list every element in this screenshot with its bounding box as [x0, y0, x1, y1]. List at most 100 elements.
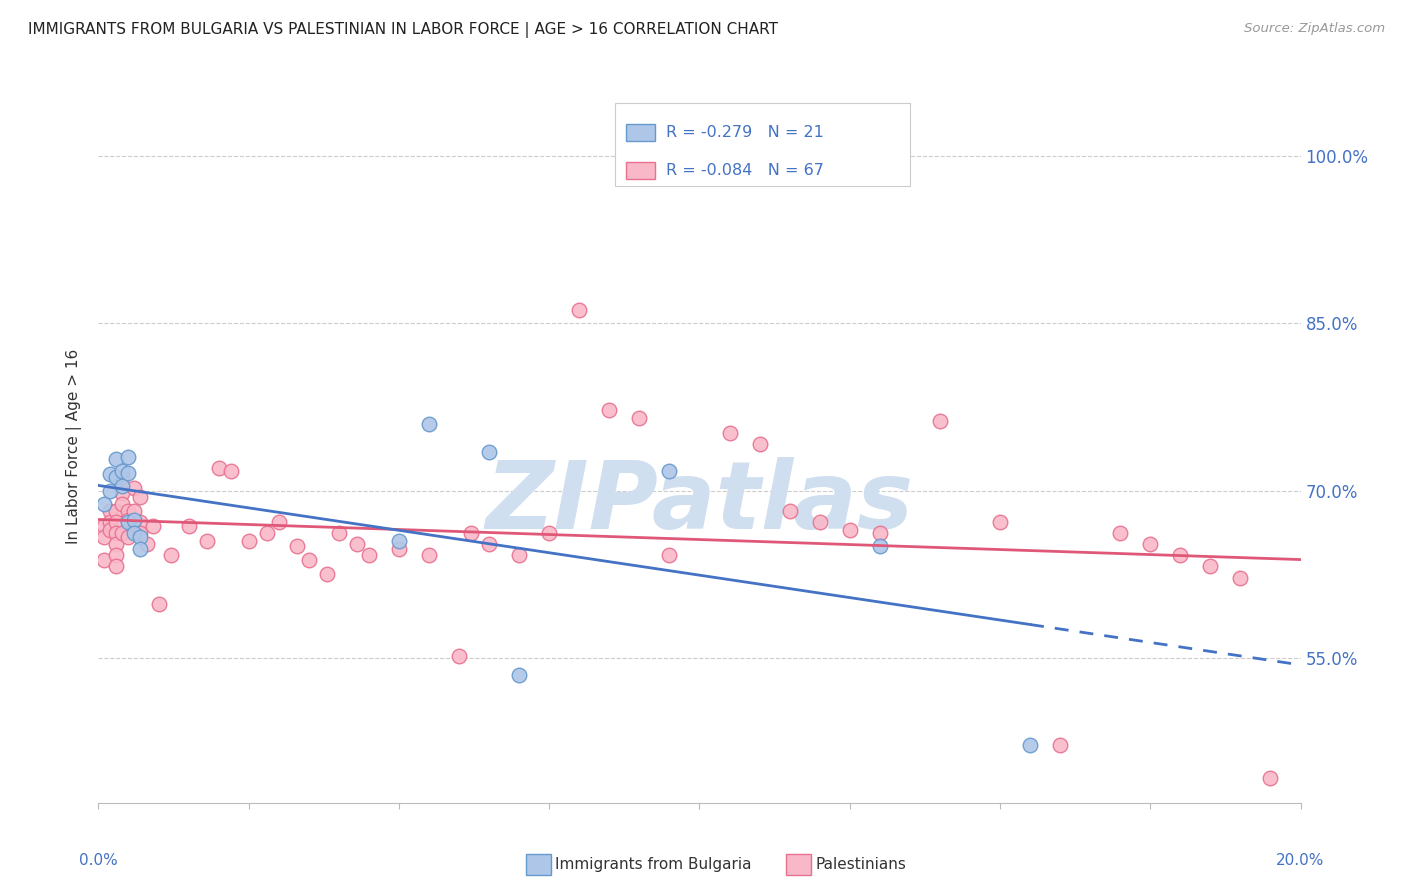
Point	[658, 464, 681, 478]
Point	[105, 537, 128, 551]
Point	[208, 461, 231, 475]
Point	[124, 503, 146, 517]
Point	[117, 513, 139, 527]
Point	[105, 559, 128, 574]
Point	[105, 452, 128, 467]
Text: 0.0%: 0.0%	[79, 853, 118, 868]
Point	[111, 479, 134, 493]
Point	[105, 503, 128, 517]
Point	[838, 523, 860, 537]
Text: R = -0.084   N = 67: R = -0.084 N = 67	[666, 163, 824, 178]
Point	[460, 526, 482, 541]
Point	[129, 515, 152, 529]
Point	[111, 486, 134, 500]
Point	[219, 464, 242, 478]
Text: Source: ZipAtlas.com: Source: ZipAtlas.com	[1244, 22, 1385, 36]
Point	[93, 553, 115, 567]
Point	[195, 533, 218, 548]
Point	[538, 526, 561, 541]
Point	[141, 519, 163, 533]
Point	[100, 483, 122, 498]
Text: Immigrants from Bulgaria: Immigrants from Bulgaria	[555, 857, 752, 871]
Point	[129, 541, 152, 556]
Point	[388, 541, 411, 556]
Point	[129, 491, 152, 505]
Point	[869, 539, 891, 553]
Point	[869, 526, 891, 541]
Point	[1260, 771, 1282, 786]
Point	[117, 450, 139, 465]
Text: R = -0.279   N = 21: R = -0.279 N = 21	[666, 125, 824, 140]
Point	[779, 503, 801, 517]
Text: Palestinians: Palestinians	[815, 857, 907, 871]
Point	[238, 533, 260, 548]
Point	[508, 667, 530, 681]
Point	[1019, 738, 1042, 752]
Point	[568, 303, 591, 318]
Point	[447, 648, 470, 663]
Point	[105, 548, 128, 563]
FancyBboxPatch shape	[626, 124, 655, 141]
Point	[285, 539, 308, 553]
Point	[346, 537, 368, 551]
Point	[100, 503, 122, 517]
Point	[1049, 738, 1071, 752]
Point	[105, 515, 128, 529]
Point	[929, 415, 952, 429]
Point	[111, 526, 134, 541]
Point	[93, 497, 115, 511]
Point	[1170, 548, 1192, 563]
Point	[100, 515, 122, 529]
Point	[988, 515, 1011, 529]
Point	[111, 464, 134, 478]
Point	[100, 467, 122, 481]
Point	[135, 537, 157, 551]
Point	[328, 526, 350, 541]
Text: 20.0%: 20.0%	[1277, 853, 1324, 868]
Point	[418, 417, 440, 431]
Point	[117, 466, 139, 480]
Point	[111, 497, 134, 511]
Point	[1229, 571, 1251, 585]
Point	[159, 548, 181, 563]
FancyBboxPatch shape	[616, 103, 910, 186]
Point	[808, 515, 831, 529]
FancyBboxPatch shape	[626, 162, 655, 179]
Point	[124, 513, 146, 527]
Text: ZIPatlas: ZIPatlas	[485, 457, 914, 549]
Point	[256, 526, 278, 541]
Point	[117, 531, 139, 545]
Point	[117, 515, 139, 529]
Point	[100, 523, 122, 537]
Point	[598, 403, 620, 417]
Point	[105, 526, 128, 541]
Point	[267, 515, 290, 529]
Point	[177, 519, 200, 533]
Point	[298, 553, 321, 567]
Point	[93, 519, 115, 533]
Text: IMMIGRANTS FROM BULGARIA VS PALESTINIAN IN LABOR FORCE | AGE > 16 CORRELATION CH: IMMIGRANTS FROM BULGARIA VS PALESTINIAN …	[28, 22, 778, 38]
Point	[418, 548, 440, 563]
Point	[388, 533, 411, 548]
Point	[478, 537, 501, 551]
Point	[124, 482, 146, 496]
Point	[111, 470, 134, 484]
Point	[148, 598, 170, 612]
Point	[93, 531, 115, 545]
Point	[628, 411, 651, 425]
Point	[478, 444, 501, 458]
Point	[1109, 526, 1132, 541]
Point	[105, 470, 128, 484]
Point	[129, 526, 152, 541]
Point	[1199, 559, 1222, 574]
Point	[1139, 537, 1161, 551]
Point	[718, 425, 741, 440]
Point	[117, 503, 139, 517]
Point	[508, 548, 530, 563]
Point	[315, 567, 337, 582]
Y-axis label: In Labor Force | Age > 16: In Labor Force | Age > 16	[66, 349, 83, 543]
Point	[124, 526, 146, 541]
Point	[658, 548, 681, 563]
Point	[357, 548, 380, 563]
Point	[748, 437, 770, 451]
